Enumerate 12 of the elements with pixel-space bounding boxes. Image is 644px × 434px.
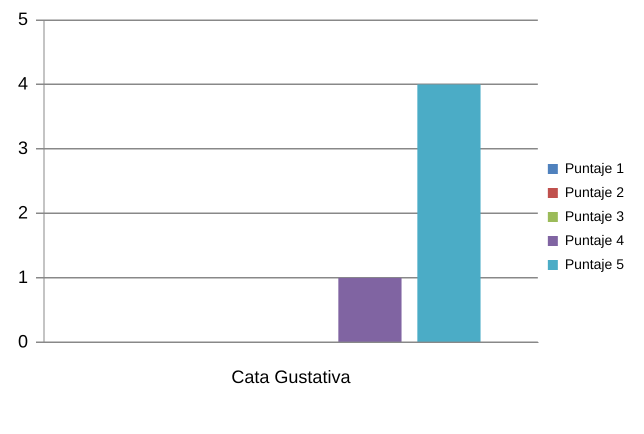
y-tick-label: 3 [18,138,28,158]
y-tick-label: 5 [18,8,28,29]
legend-label: Puntaje 4 [564,232,624,248]
y-tick-label: 2 [18,202,28,222]
x-tick-label: Cata Gustativa [231,367,352,388]
y-tick-label: 4 [18,73,28,94]
y-tick-label: 0 [18,331,28,352]
legend-label: Puntaje 5 [564,256,624,272]
legend-label: Puntaje 1 [564,160,624,176]
y-tick-label: 1 [18,266,28,287]
legend-label: Puntaje 2 [564,184,624,200]
legend-label: Puntaje 3 [564,208,624,224]
